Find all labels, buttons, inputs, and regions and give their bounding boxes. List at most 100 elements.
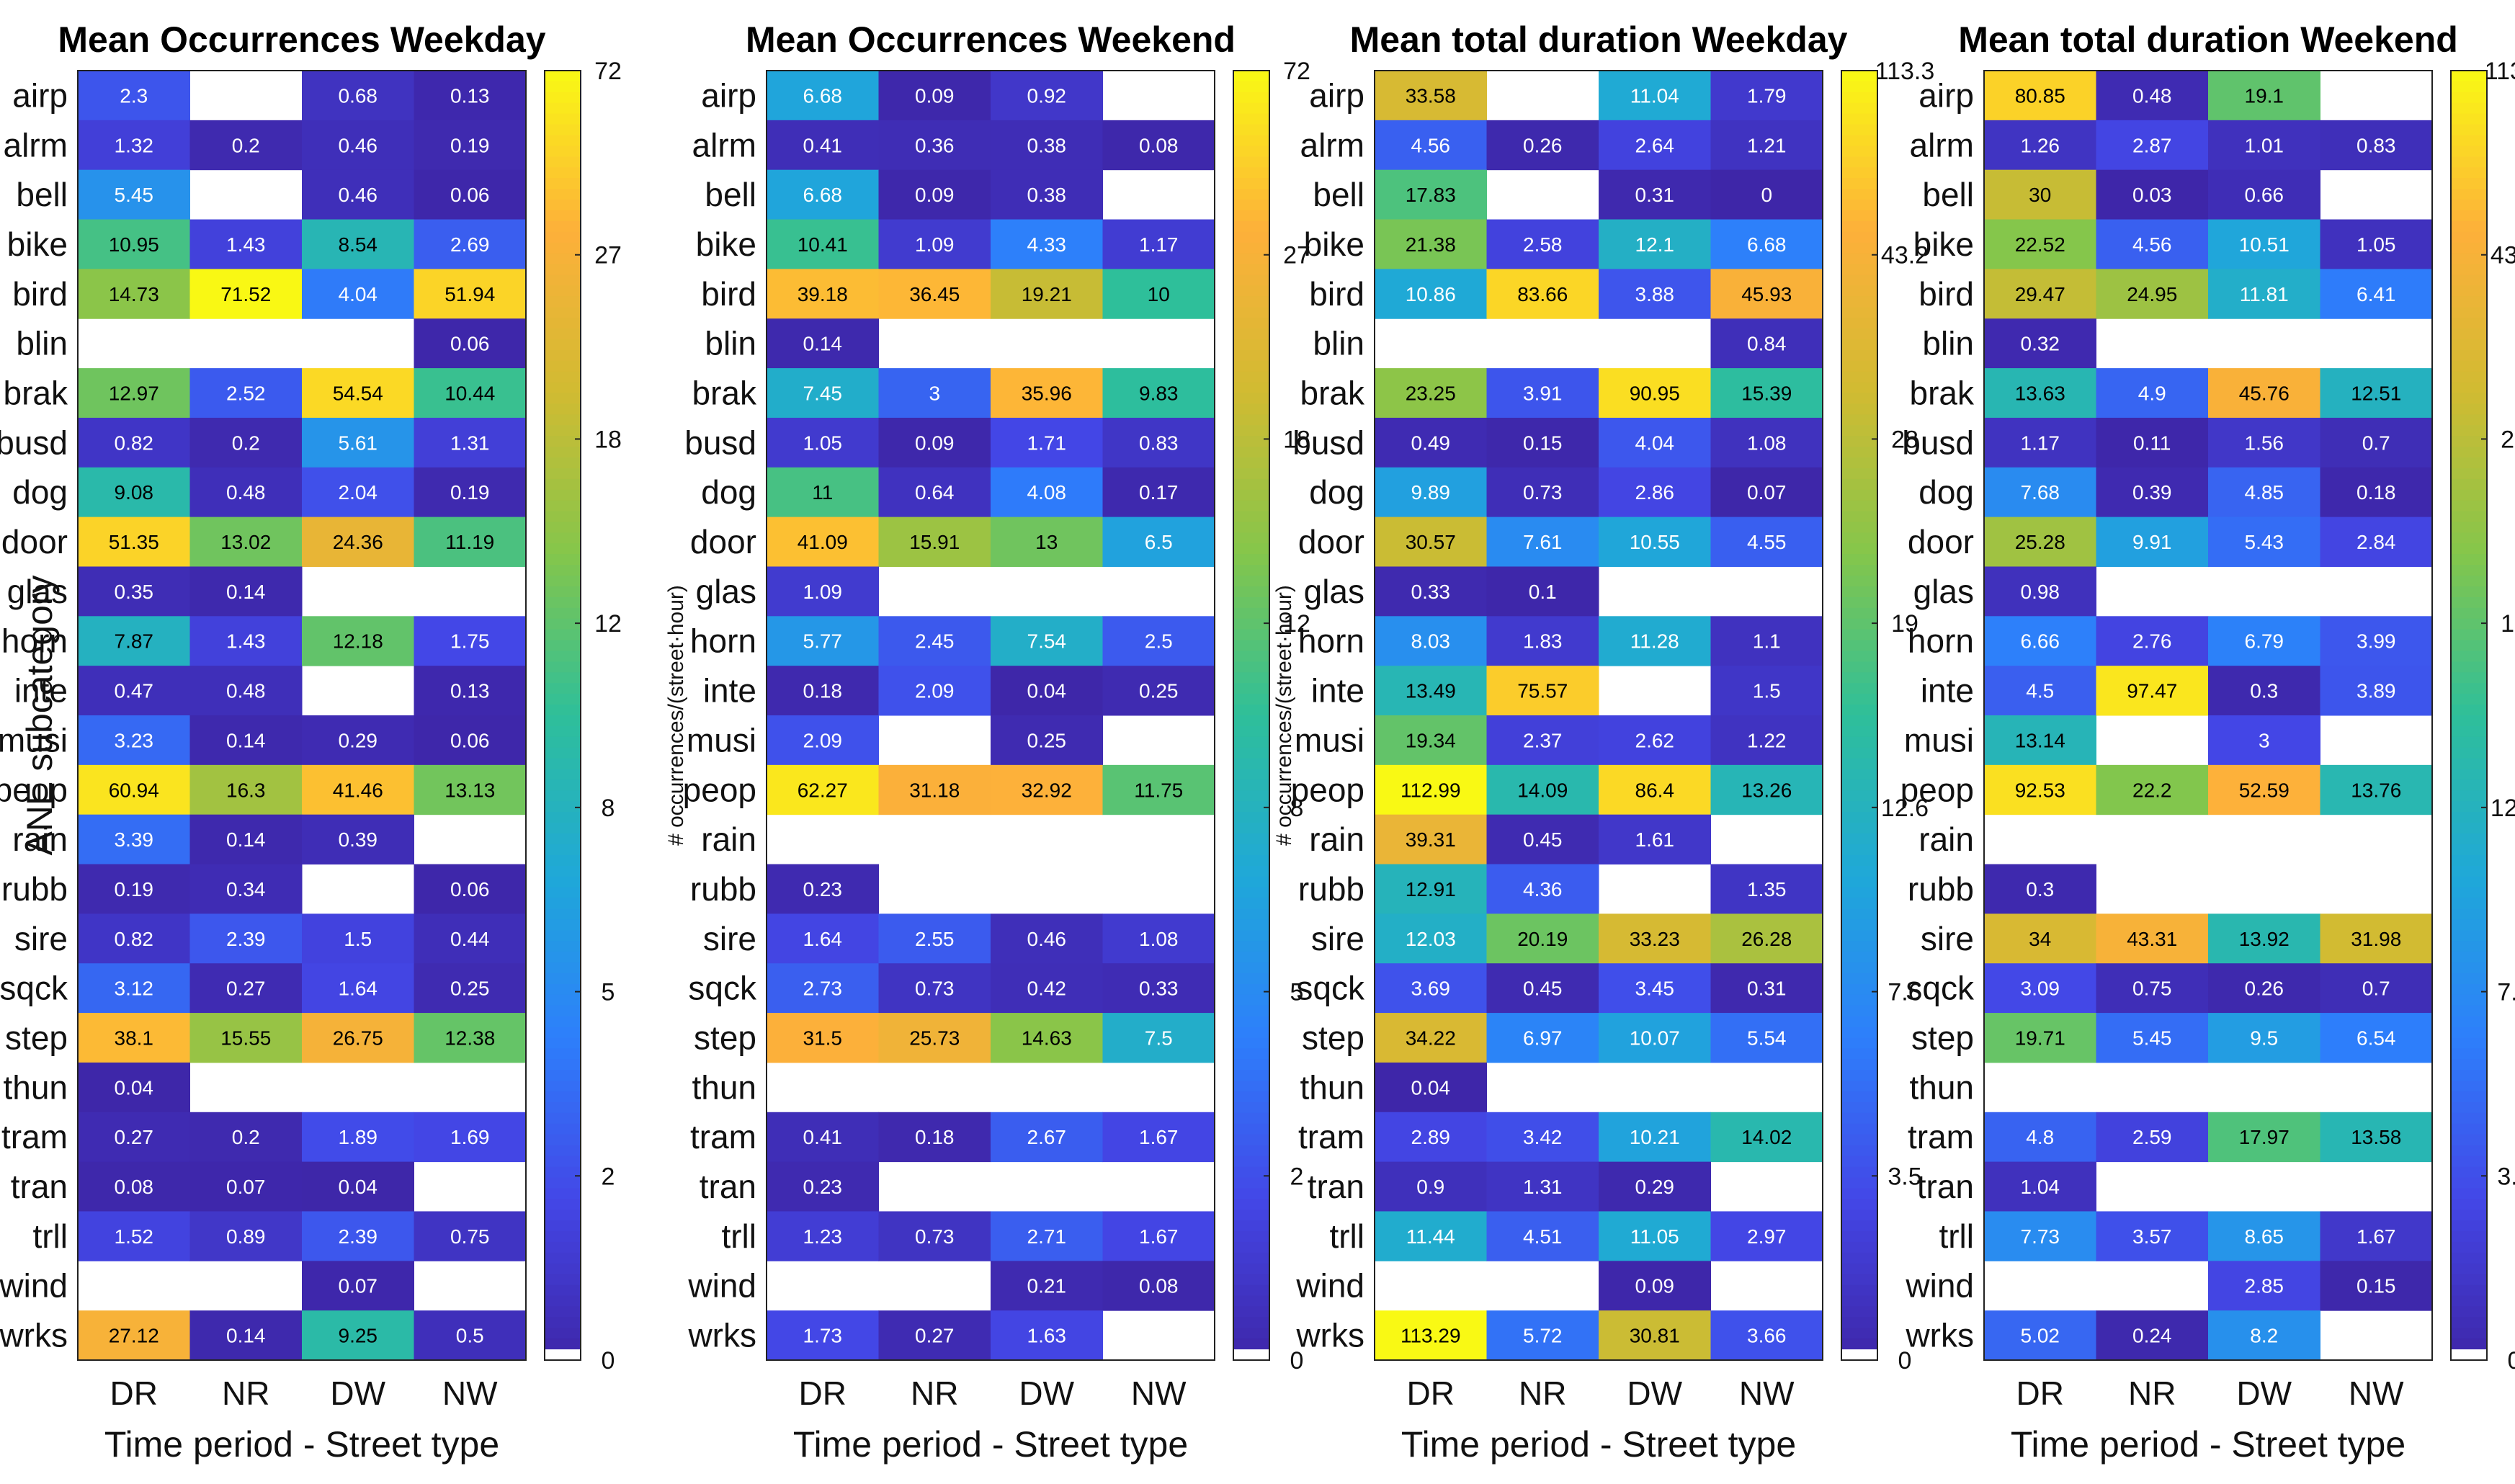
- cell-value: 0.27: [915, 1325, 955, 1347]
- column-label: DR: [2016, 1375, 2064, 1412]
- heatmap-cell: [78, 219, 190, 269]
- cell-value: 0.14: [226, 581, 266, 603]
- heatmap-cell: [1984, 1211, 2096, 1261]
- colorbar-swatch: [1233, 1145, 1269, 1157]
- colorbar-swatch: [2451, 554, 2487, 566]
- colorbar-swatch: [545, 1295, 581, 1308]
- colorbar-swatch: [545, 307, 581, 318]
- heatmap-cell: [991, 368, 1103, 419]
- heatmap-cell: [878, 666, 991, 716]
- colorbar-swatch: [1233, 865, 1269, 877]
- heatmap-cell: [414, 318, 527, 369]
- cell-value: 3.66: [1747, 1325, 1787, 1347]
- cell-value: 0.29: [1635, 1176, 1675, 1198]
- colorbar-swatch: [2451, 307, 2487, 318]
- cell-value: 1.83: [1523, 630, 1563, 653]
- heatmap-cell: [2208, 1261, 2320, 1311]
- cell-value: 0.08: [1139, 134, 1179, 156]
- colorbar-swatch: [1233, 156, 1269, 169]
- cell-value: 0.13: [450, 84, 490, 107]
- heatmap-cell: [2208, 764, 2320, 815]
- cell-value: 45.93: [1741, 283, 1792, 305]
- cell-value: 0.26: [2245, 978, 2284, 1000]
- heatmap-cell: [2320, 467, 2433, 518]
- cell-value: 0.84: [1747, 333, 1787, 355]
- cell-value: 0.83: [1139, 432, 1179, 454]
- heatmap-cell: [1599, 120, 1711, 171]
- colorbar-swatch: [545, 371, 581, 383]
- cell-value: 1.43: [226, 630, 266, 653]
- colorbar-swatch: [2451, 1070, 2487, 1081]
- heatmap-cell: [1102, 467, 1215, 518]
- row-label: musi: [0, 721, 68, 759]
- cell-value: 0.26: [1523, 134, 1563, 156]
- colorbar-swatch: [1841, 1274, 1877, 1286]
- heatmap-cell: [302, 715, 414, 766]
- colorbar-tick-label: 43.2: [2491, 242, 2515, 269]
- colorbar-swatch: [1841, 532, 1877, 545]
- cell-value: 1.09: [803, 581, 843, 603]
- colorbar-swatch: [2451, 1027, 2487, 1039]
- heatmap-cell: [2208, 913, 2320, 964]
- heatmap-cell: [2320, 616, 2433, 666]
- row-label: bird: [1309, 275, 1364, 313]
- heatmap-cell: [767, 318, 879, 369]
- colorbar-swatch: [1841, 629, 1877, 641]
- row-label: musi: [1295, 721, 1364, 759]
- colorbar-swatch: [2451, 1134, 2487, 1146]
- colorbar-tick-label: 8: [602, 795, 615, 822]
- colorbar-swatch: [2451, 618, 2487, 630]
- colorbar-swatch: [1841, 500, 1877, 512]
- heatmap-cell: [1599, 1261, 1711, 1311]
- colorbar-swatch: [1841, 596, 1877, 609]
- heatmap-cell: [189, 269, 303, 319]
- cell-value: 13.02: [220, 531, 271, 553]
- colorbar-swatch: [1233, 478, 1269, 491]
- cell-value: 0.14: [226, 828, 266, 851]
- colorbar-swatch: [1841, 478, 1877, 491]
- heatmap-cell: [302, 1161, 414, 1212]
- cell-value: 2.71: [1027, 1225, 1067, 1248]
- colorbar-swatch: [1233, 576, 1269, 587]
- cell-value: 0.27: [115, 1126, 154, 1148]
- colorbar-swatch: [1841, 779, 1877, 792]
- colorbar-swatch: [1841, 468, 1877, 480]
- heatmap-panel: Mean total duration Weekday 33.58 11.04 1.7…: [1272, 19, 1934, 1465]
- colorbar-swatch: [2451, 1145, 2487, 1157]
- cell-value: 10.44: [445, 383, 495, 405]
- colorbar-swatch: [1841, 725, 1877, 738]
- heatmap-cell: [1375, 1161, 1487, 1212]
- colorbar-swatch: [545, 200, 581, 211]
- cell-value: 34: [2029, 928, 2051, 950]
- row-label: alrm: [1300, 126, 1364, 164]
- row-label: brak: [692, 375, 757, 412]
- row-label: musi: [687, 721, 756, 759]
- heatmap-cell: [1102, 764, 1215, 815]
- cell-value: 92.53: [2015, 779, 2065, 801]
- row-label: airp: [1309, 76, 1364, 114]
- heatmap-cell: [1375, 71, 1487, 121]
- colorbar-tick-label: 3.5: [2497, 1163, 2515, 1190]
- cell-value: 0.64: [915, 481, 955, 504]
- cell-value: 36.45: [909, 283, 960, 305]
- heatmap-cell: [1486, 1013, 1599, 1063]
- colorbar-swatch: [2451, 823, 2487, 834]
- cell-value: 0.38: [1027, 134, 1067, 156]
- heatmap-cell: [302, 169, 414, 220]
- colorbar-swatch: [545, 339, 581, 351]
- colorbar-swatch: [545, 522, 581, 534]
- colorbar-swatch: [1841, 1241, 1877, 1253]
- colorbar-swatch: [545, 1210, 581, 1221]
- heatmap-cell: [767, 666, 879, 716]
- heatmap-panel: Mean Occurrences Weekday 2.3 0.68 0.13 1.32 0…: [0, 19, 622, 1465]
- colorbar-swatch: [2451, 1306, 2487, 1318]
- row-label: brak: [4, 375, 68, 412]
- heatmap-cell: [78, 864, 190, 914]
- heatmap-cell: [1375, 1013, 1487, 1063]
- heatmap-cell: [2320, 913, 2433, 964]
- colorbar-swatch: [1233, 919, 1269, 931]
- heatmap-cell: [189, 715, 303, 766]
- heatmap-cell: [414, 219, 527, 269]
- heatmap-cell: [767, 1310, 879, 1361]
- cell-value: 1.56: [2245, 432, 2284, 454]
